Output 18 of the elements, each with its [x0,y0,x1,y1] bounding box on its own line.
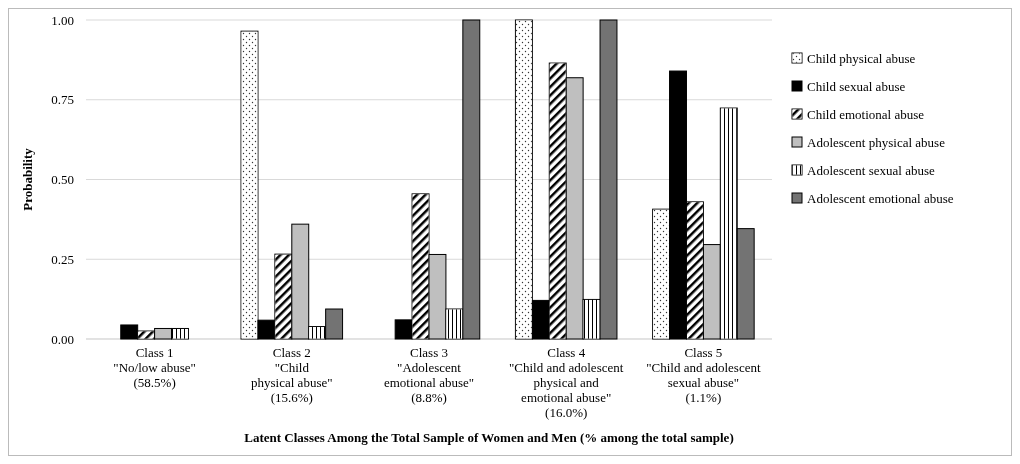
y-tick-label: 1.00 [51,12,74,28]
legend-label: Adolescent sexual abuse [807,162,936,178]
y-tick-label: 0.75 [51,92,74,108]
x-tick-label: Class 4 "Child and adolescent physical and emotional abuse" (16.0%) [509,345,624,420]
legend-label: Child physical abuse [807,50,916,66]
y-tick-label: 0.00 [51,331,74,347]
legend-label: Adolescent emotional abuse [807,190,954,206]
y-tick-label: 0.50 [51,172,74,188]
legend-label: Child emotional abuse [807,106,925,122]
legend-label: Child sexual abuse [807,78,906,94]
legend-label: Adolescent physical abuse [807,134,946,150]
x-tick-label: Class 3 "Adolescent emotional abuse" (8.8%) [383,345,475,405]
x-tick-label: Class 1 "No/low abuse" (58.5%) [113,345,196,390]
y-tick-label: 0.25 [51,251,74,267]
x-tick-label: Class 5 "Child and adolescent sexual abuse" (1.1%) [646,345,761,405]
x-tick-label: Class 2 "Child physical abuse" (15.6%) [251,345,333,405]
x-axis-title: Latent Classes Among the Total Sample of Women and Men (% among the total sample) [244,430,734,445]
y-axis-title: Probability [20,147,35,211]
